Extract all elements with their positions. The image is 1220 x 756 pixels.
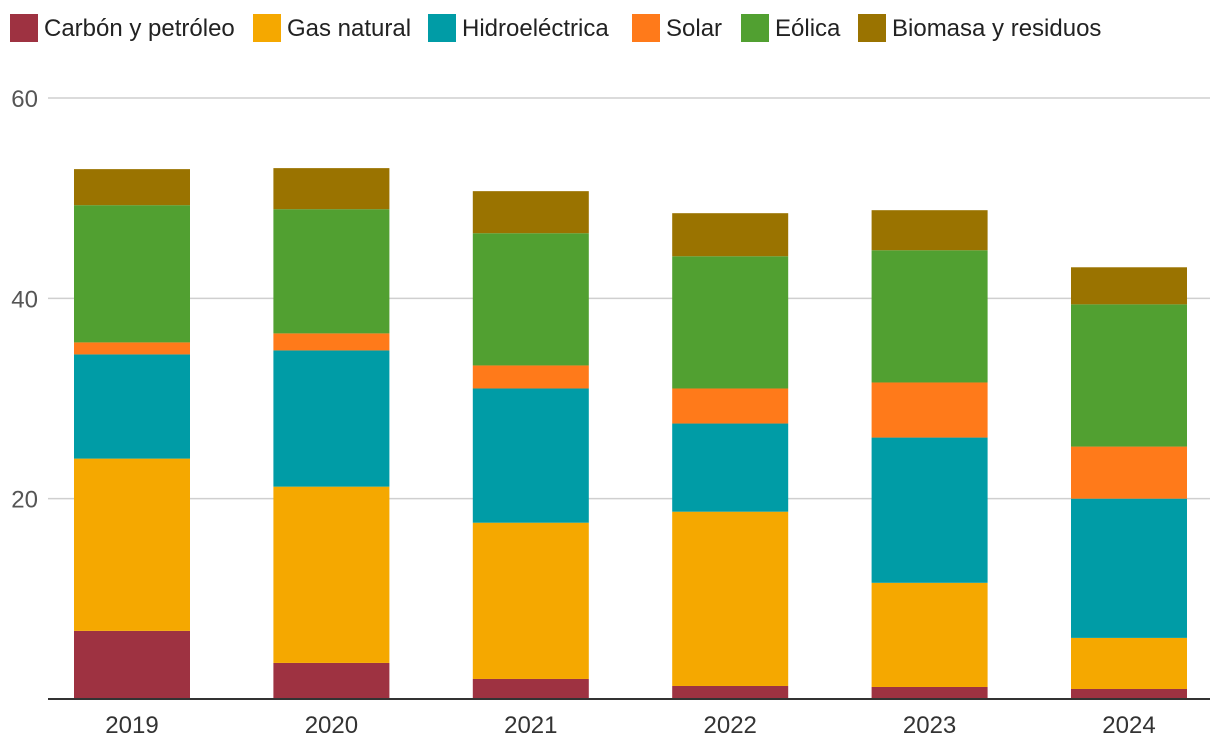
- x-tick-label-2023: 2023: [903, 712, 956, 739]
- bar-segment-2024-hidroelectrica: [1071, 498, 1187, 638]
- bar-segment-2021-solar: [472, 365, 589, 389]
- bar-segment-2023-hidroelectrica: [871, 437, 988, 583]
- y-axis-ticks: 20 40 60: [11, 86, 38, 514]
- bar-segment-2021-carbon-y-petroleo: [472, 678, 589, 699]
- legend-label-hidroelectrica: Hidroeléctrica: [462, 15, 609, 42]
- legend-swatch-carbon-y-petroleo: [10, 14, 38, 42]
- x-tick-label-2024: 2024: [1102, 712, 1155, 739]
- legend-label-gas-natural: Gas natural: [287, 15, 411, 42]
- legend: Carbón y petróleo Gas natural Hidroeléctri…: [10, 14, 1101, 42]
- bar-segment-2022-carbon-y-petroleo: [672, 685, 789, 699]
- x-axis-ticks: 2019 2020 2021 2022 2023 2024: [105, 712, 1155, 739]
- bar-segment-2020-eolica: [273, 209, 390, 334]
- x-tick-label-2020: 2020: [305, 712, 358, 739]
- legend-swatch-solar: [632, 14, 660, 42]
- bar-segment-2023-gas-natural: [871, 582, 988, 687]
- bar-segment-2019-carbon-y-petroleo: [74, 630, 190, 699]
- bars: [74, 168, 1187, 699]
- bar-segment-2021-gas-natural: [472, 522, 589, 679]
- legend-swatch-hidroelectrica: [428, 14, 456, 42]
- legend-label-eolica: Eólica: [775, 15, 841, 42]
- y-tick-label-60: 60: [11, 86, 38, 113]
- bar-segment-2020-hidroelectrica: [273, 350, 390, 487]
- bar-stack-2021: [472, 191, 589, 699]
- legend-label-biomasa-y-residuos: Biomasa y residuos: [892, 15, 1101, 42]
- bar-segment-2024-eolica: [1071, 304, 1187, 447]
- legend-label-solar: Solar: [666, 15, 722, 42]
- bar-segment-2021-biomasa-y-residuos: [472, 191, 589, 234]
- bar-segment-2023-eolica: [871, 250, 988, 383]
- bar-segment-2020-solar: [273, 333, 390, 351]
- bar-segment-2021-hidroelectrica: [472, 388, 589, 523]
- bar-segment-2019-eolica: [74, 205, 190, 343]
- bar-segment-2022-eolica: [672, 256, 789, 389]
- bar-segment-2019-gas-natural: [74, 458, 190, 631]
- bar-segment-2020-biomasa-y-residuos: [273, 168, 390, 210]
- gridlines: [48, 97, 1210, 500]
- bar-segment-2020-gas-natural: [273, 486, 390, 663]
- legend-swatch-biomasa-y-residuos: [858, 14, 886, 42]
- bar-segment-2019-solar: [74, 342, 190, 355]
- legend-swatch-eolica: [741, 14, 769, 42]
- bar-segment-2023-carbon-y-petroleo: [871, 686, 988, 699]
- bar-segment-2019-hidroelectrica: [74, 354, 190, 459]
- bar-stack-2023: [871, 210, 988, 699]
- bar-segment-2023-biomasa-y-residuos: [871, 210, 988, 251]
- x-tick-label-2019: 2019: [105, 712, 158, 739]
- bar-segment-2022-hidroelectrica: [672, 423, 789, 512]
- bar-segment-2024-carbon-y-petroleo: [1071, 688, 1187, 699]
- bar-segment-2024-gas-natural: [1071, 637, 1187, 689]
- bar-stack-2020: [273, 168, 390, 699]
- legend-swatch-gas-natural: [253, 14, 281, 42]
- legend-label-carbon-y-petroleo: Carbón y petróleo: [44, 15, 235, 42]
- bar-stack-2024: [1071, 267, 1187, 699]
- bar-stack-2019: [74, 169, 190, 699]
- bar-segment-2024-biomasa-y-residuos: [1071, 267, 1187, 305]
- bar-segment-2022-solar: [672, 388, 789, 424]
- bar-segment-2020-carbon-y-petroleo: [273, 662, 390, 699]
- bar-segment-2023-solar: [871, 382, 988, 438]
- y-tick-label-20: 20: [11, 487, 38, 514]
- bar-segment-2022-gas-natural: [672, 511, 789, 686]
- bar-segment-2024-solar: [1071, 446, 1187, 499]
- bar-segment-2019-biomasa-y-residuos: [74, 169, 190, 206]
- bar-segment-2021-eolica: [472, 233, 589, 366]
- x-tick-label-2021: 2021: [504, 712, 557, 739]
- bar-segment-2022-biomasa-y-residuos: [672, 213, 789, 257]
- x-tick-label-2022: 2022: [704, 712, 757, 739]
- y-tick-label-40: 40: [11, 286, 38, 313]
- bar-stack-2022: [672, 213, 789, 699]
